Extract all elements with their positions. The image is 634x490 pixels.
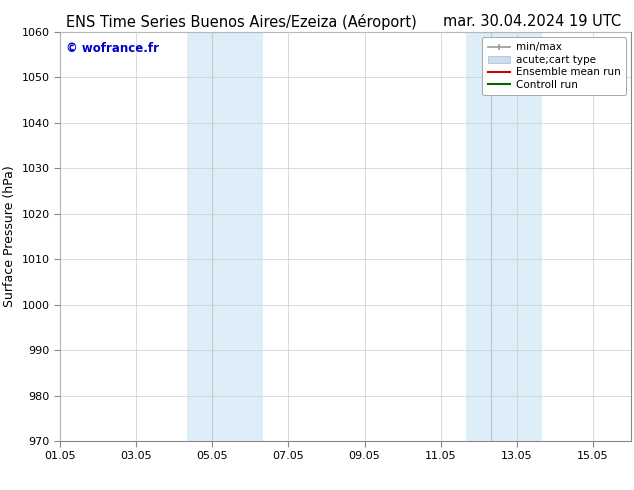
Bar	[187, 32, 263, 441]
Legend: min/max, acute;cart type, Ensemble mean run, Controll run: min/max, acute;cart type, Ensemble mean …	[482, 37, 626, 95]
Y-axis label: Surface Pressure (hPa): Surface Pressure (hPa)	[3, 166, 16, 307]
Text: © wofrance.fr: © wofrance.fr	[66, 42, 159, 55]
Text: mar. 30.04.2024 19 UTC: mar. 30.04.2024 19 UTC	[443, 14, 621, 29]
Bar	[466, 32, 542, 441]
Text: ENS Time Series Buenos Aires/Ezeiza (Aéroport): ENS Time Series Buenos Aires/Ezeiza (Aér…	[65, 14, 417, 30]
